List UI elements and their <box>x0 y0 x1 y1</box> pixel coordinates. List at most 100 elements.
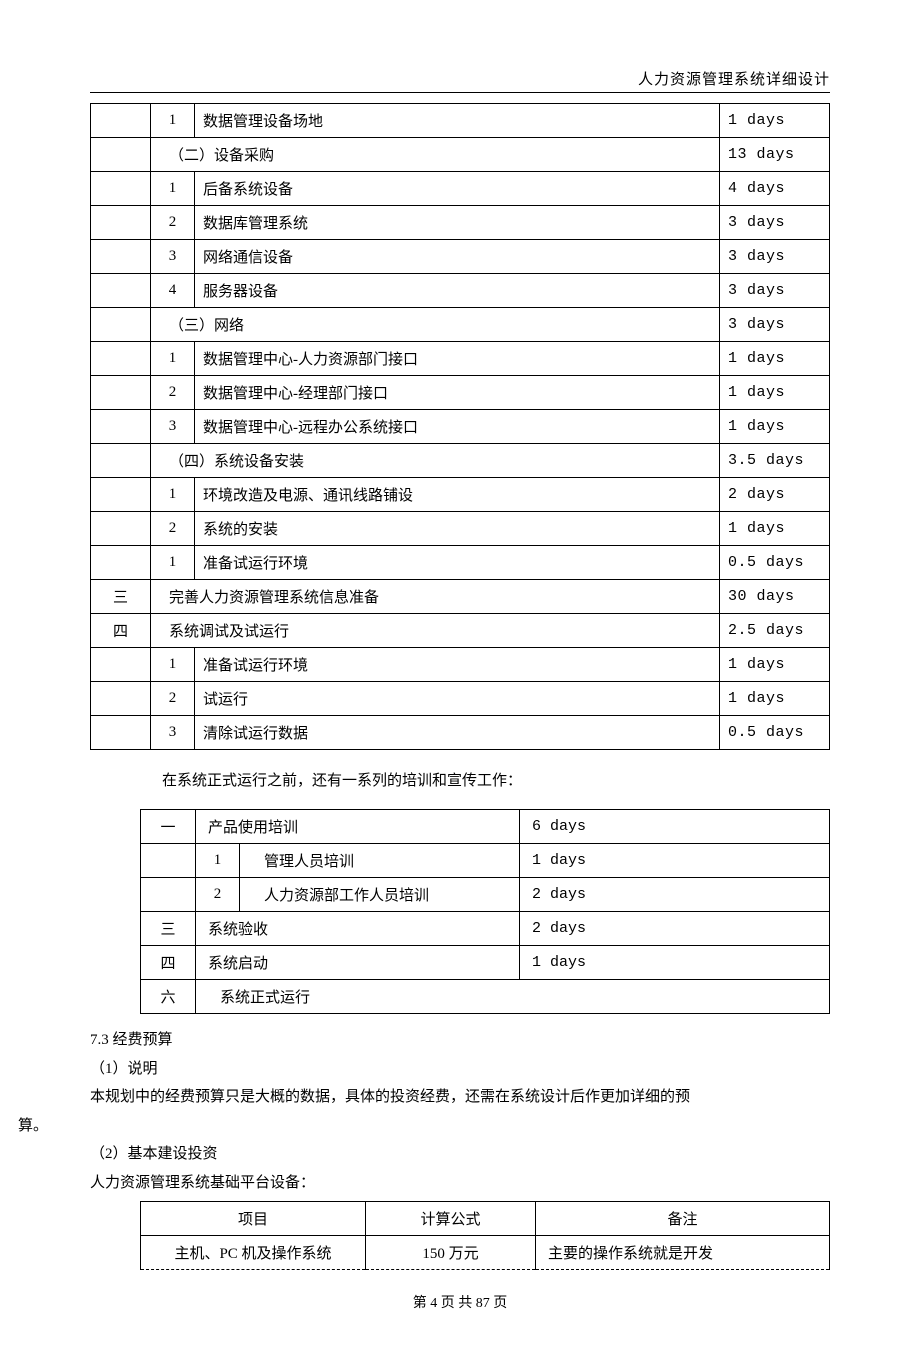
cell-index: 3 <box>151 410 195 444</box>
cell-item: 主机、PC 机及操作系统 <box>141 1236 366 1270</box>
cell-duration: 2 days <box>520 912 830 946</box>
cell-task: 系统验收 <box>196 912 520 946</box>
cell-index: 3 <box>151 716 195 750</box>
platform-line: 人力资源管理系统基础平台设备： <box>90 1169 830 1198</box>
table-row: 3数据管理中心-远程办公系统接口1 days <box>91 410 830 444</box>
cell-duration: 3 days <box>720 206 830 240</box>
cell-phase <box>91 138 151 172</box>
cell-phase <box>91 546 151 580</box>
cell-duration: 3 days <box>720 240 830 274</box>
table-row: 4服务器设备3 days <box>91 274 830 308</box>
cell-duration: 1 days <box>720 376 830 410</box>
table-row: 四系统调试及试运行2.5 days <box>91 614 830 648</box>
cell-duration: 2.5 days <box>720 614 830 648</box>
cell-duration: 0.5 days <box>720 546 830 580</box>
cell-duration: 2 days <box>720 478 830 512</box>
cell-phase <box>91 274 151 308</box>
cell-duration: 0.5 days <box>720 716 830 750</box>
cell-phase <box>141 844 196 878</box>
cell-phase <box>91 716 151 750</box>
cell-task: 数据管理中心-人力资源部门接口 <box>195 342 720 376</box>
training-table: 一产品使用培训6 days1管理人员培训1 days2人力资源部工作人员培训2 … <box>140 809 830 1014</box>
cell-phase <box>141 878 196 912</box>
cell-full: 系统调试及试运行 <box>151 614 720 648</box>
sub-1: （1）说明 <box>90 1055 830 1084</box>
budget-header-row: 项目 计算公式 备注 <box>141 1202 830 1236</box>
table-row: 一产品使用培训6 days <box>141 810 830 844</box>
para-budget-1: 本规划中的经费预算只是大概的数据，具体的投资经费，还需在系统设计后作更加详细的预 <box>90 1083 830 1112</box>
cell-index: 1 <box>151 172 195 206</box>
cell-phase: 三 <box>141 912 196 946</box>
cell-task: 网络通信设备 <box>195 240 720 274</box>
cell-duration: 1 days <box>720 104 830 138</box>
cell-phase <box>91 410 151 444</box>
table-row: 1数据管理中心-人力资源部门接口1 days <box>91 342 830 376</box>
cell-index: 2 <box>196 878 240 912</box>
cell-duration: 1 days <box>720 410 830 444</box>
table-row: 1管理人员培训1 days <box>141 844 830 878</box>
cell-phase: 三 <box>91 580 151 614</box>
page-footer: 第 4 页 共 87 页 <box>90 1292 830 1312</box>
table-row: 1环境改造及电源、通讯线路铺设2 days <box>91 478 830 512</box>
col-remark: 备注 <box>536 1202 830 1236</box>
table-row: 2系统的安装1 days <box>91 512 830 546</box>
cell-task: 服务器设备 <box>195 274 720 308</box>
cell-duration: 1 days <box>720 682 830 716</box>
cell-index: 1 <box>151 104 195 138</box>
cell-duration: 1 days <box>720 342 830 376</box>
cell-task: 数据库管理系统 <box>195 206 720 240</box>
table-row: （三）网络3 days <box>91 308 830 342</box>
cell-task: 准备试运行环境 <box>195 648 720 682</box>
cell-task: 后备系统设备 <box>195 172 720 206</box>
cell-duration: 1 days <box>520 844 830 878</box>
table-row: （四）系统设备安装3.5 days <box>91 444 830 478</box>
cell-section: （二）设备采购 <box>151 138 720 172</box>
table-row: （二）设备采购13 days <box>91 138 830 172</box>
table-row: 1数据管理设备场地1 days <box>91 104 830 138</box>
cell-phase <box>91 648 151 682</box>
cell-phase <box>91 478 151 512</box>
cell-task: 数据管理设备场地 <box>195 104 720 138</box>
cell-task: 试运行 <box>195 682 720 716</box>
cell-duration: 3 days <box>720 308 830 342</box>
sub-2: （2）基本建设投资 <box>90 1140 830 1169</box>
cell-index: 2 <box>151 376 195 410</box>
heading-7-3: 7.3 经费预算 <box>90 1026 830 1055</box>
cell-duration: 1 days <box>720 512 830 546</box>
cell-index: 4 <box>151 274 195 308</box>
table-row: 四系统启动1 days <box>141 946 830 980</box>
cell-phase <box>91 512 151 546</box>
cell-phase <box>91 240 151 274</box>
cell-duration: 3 days <box>720 274 830 308</box>
cell-duration: 3.5 days <box>720 444 830 478</box>
cell-task: 准备试运行环境 <box>195 546 720 580</box>
table-row: 三系统验收2 days <box>141 912 830 946</box>
cell-index: 1 <box>151 478 195 512</box>
cell-duration: 1 days <box>520 946 830 980</box>
cell-section: （四）系统设备安装 <box>151 444 720 478</box>
cell-phase: 四 <box>91 614 151 648</box>
cell-phase: 一 <box>141 810 196 844</box>
cell-phase: 四 <box>141 946 196 980</box>
cell-task: 数据管理中心-远程办公系统接口 <box>195 410 720 444</box>
table-row: 1准备试运行环境0.5 days <box>91 546 830 580</box>
cell-full: 完善人力资源管理系统信息准备 <box>151 580 720 614</box>
cell-index: 3 <box>151 240 195 274</box>
col-formula: 计算公式 <box>366 1202 536 1236</box>
table-row: 3清除试运行数据0.5 days <box>91 716 830 750</box>
cell-remark: 主要的操作系统就是开发 <box>536 1236 830 1270</box>
cell-index: 1 <box>151 342 195 376</box>
cell-duration: 13 days <box>720 138 830 172</box>
cell-index: 2 <box>151 512 195 546</box>
schedule-table-1: 1数据管理设备场地1 days（二）设备采购13 days1后备系统设备4 da… <box>90 103 830 750</box>
table-row: 三完善人力资源管理系统信息准备30 days <box>91 580 830 614</box>
budget-table: 项目 计算公式 备注 主机、PC 机及操作系统 150 万元 主要的操作系统就是… <box>140 1201 830 1270</box>
table-row: 1后备系统设备4 days <box>91 172 830 206</box>
cell-task: 清除试运行数据 <box>195 716 720 750</box>
cell-phase <box>91 104 151 138</box>
cell-index: 2 <box>151 682 195 716</box>
page: 人力资源管理系统详细设计 1数据管理设备场地1 days（二）设备采购13 da… <box>0 0 920 1352</box>
table-row: 六系统正式运行 <box>141 980 830 1014</box>
cell-phase: 六 <box>141 980 196 1014</box>
para-budget-2: 算。 <box>18 1112 830 1141</box>
